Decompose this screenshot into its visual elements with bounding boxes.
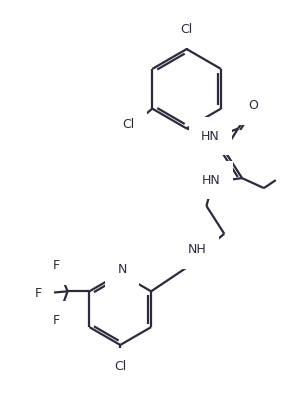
Text: O: O [248,99,258,112]
Text: F: F [53,259,60,272]
Text: Cl: Cl [114,360,126,373]
Text: Cl: Cl [122,118,135,131]
Text: F: F [34,287,41,300]
Text: NH: NH [188,243,206,256]
Text: N: N [117,263,127,276]
Text: HN: HN [201,130,220,143]
Text: F: F [53,314,60,327]
Text: HN: HN [201,173,220,187]
Text: Cl: Cl [181,23,193,36]
